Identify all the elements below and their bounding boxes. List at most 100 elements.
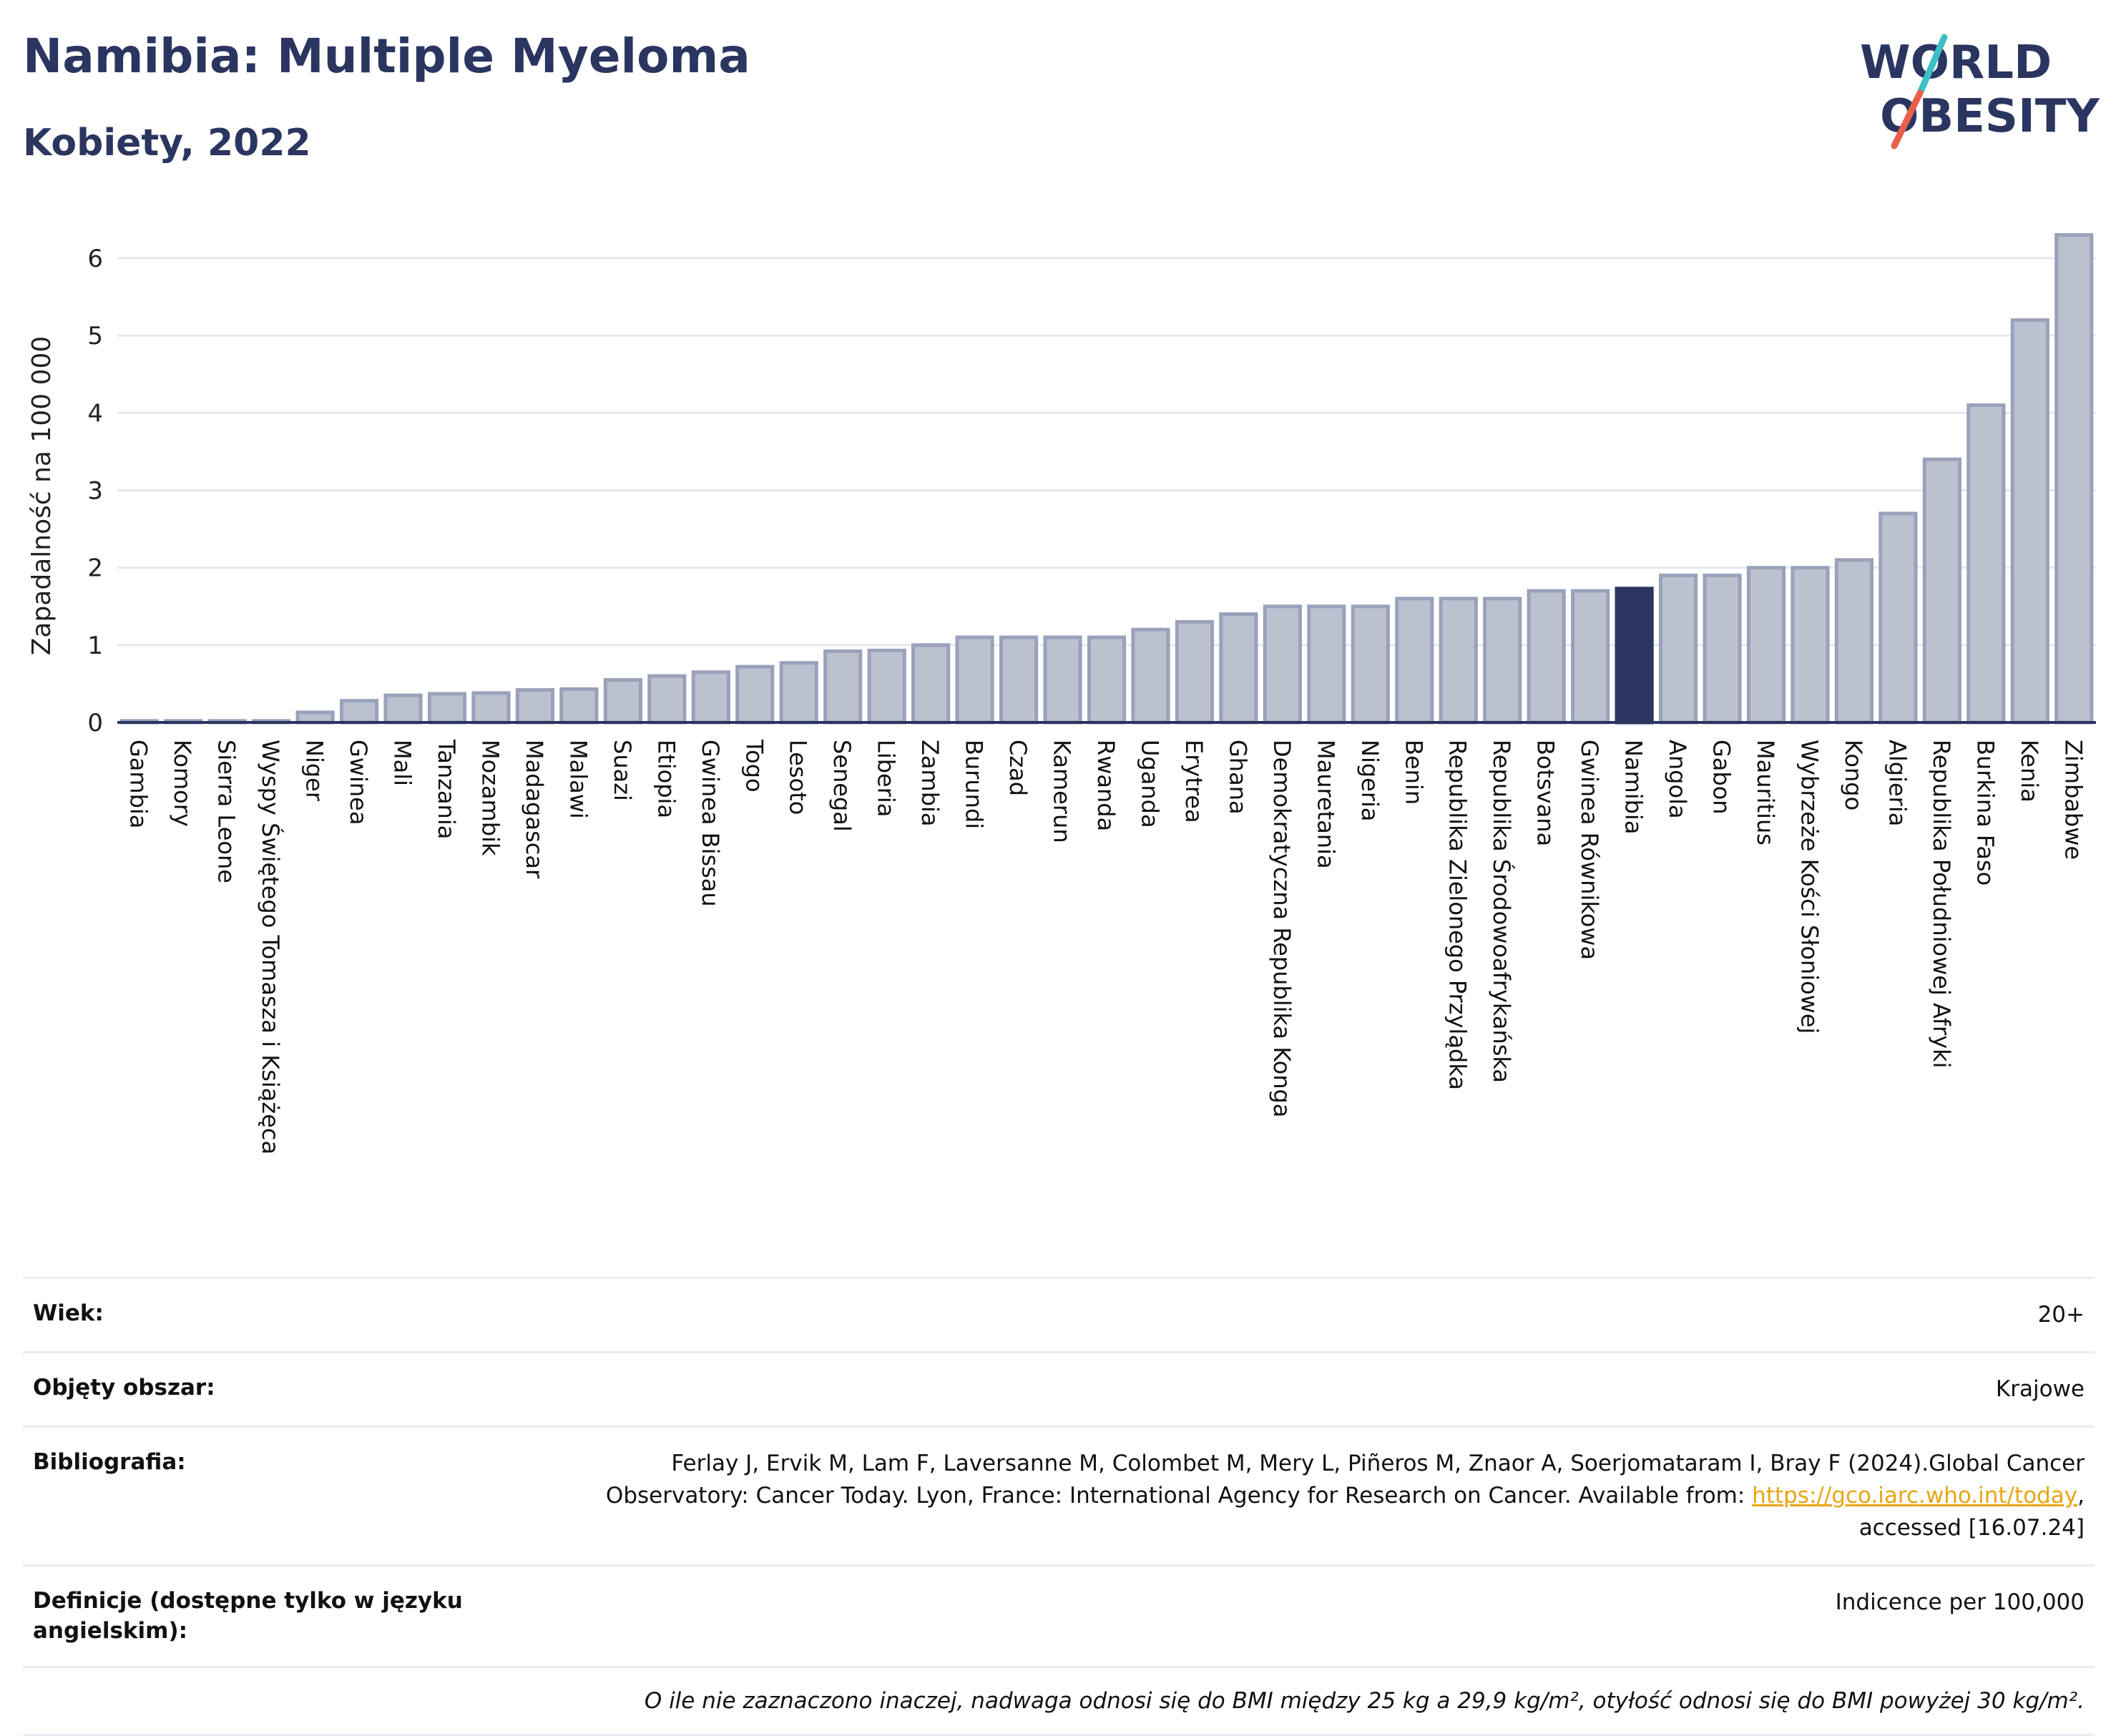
bar-algieria: [1879, 511, 1918, 725]
age-label: Wiek:: [33, 1300, 104, 1326]
x-tick-label: Togo: [740, 739, 768, 793]
info-table: Wiek: 20+ Objęty obszar: Krajowe Bibliog…: [23, 1277, 2095, 1736]
y-tick-label: 5: [87, 322, 103, 350]
bars: [119, 232, 2094, 725]
y-tick-label: 0: [87, 709, 103, 737]
bar-rwanda: [1087, 635, 1127, 725]
bar-zambia: [911, 643, 951, 725]
bar-lesoto: [779, 661, 818, 725]
age-value: 20+: [2037, 1302, 2085, 1328]
bar-gwinea-bissau: [691, 670, 730, 725]
bibliography-row: Bibliografia: Ferlay J, Ervik M, Lam F, …: [23, 1425, 2095, 1564]
x-tick-label: Kenia: [2016, 740, 2043, 803]
x-tick-label: Angola: [1664, 740, 1691, 819]
note-row: O ile nie zaznaczono inaczej, nadwaga od…: [23, 1666, 2095, 1736]
x-tick-label: Rwanda: [1092, 740, 1120, 831]
area-value: Krajowe: [1995, 1375, 2085, 1402]
bib-text-4: accessed [16.07.24]: [1858, 1514, 2085, 1541]
bar-kongo: [1834, 558, 1874, 725]
y-tick-label: 4: [87, 399, 103, 428]
x-tick-label: Senegal: [828, 740, 856, 832]
definitions-row: Definicje (dostępne tylko w języku angie…: [23, 1564, 2095, 1667]
bar-botsvana: [1527, 589, 1566, 725]
bmi-note: O ile nie zaznaczono inaczej, nadwaga od…: [644, 1688, 2085, 1715]
bar-gwinea: [339, 699, 379, 725]
y-tick-label: 1: [87, 632, 103, 660]
bar-wybrzeże-kości-słoniowej: [1791, 566, 1830, 725]
x-tick-label: Liberia: [873, 740, 900, 817]
bar-zimbabwe: [2054, 232, 2094, 725]
area-label: Objęty obszar:: [33, 1374, 215, 1401]
bar-mozambik: [471, 691, 511, 725]
x-tick-label: Komory: [169, 740, 196, 827]
bar-nigeria: [1351, 604, 1390, 725]
bibliography-label: Bibliografia:: [33, 1448, 186, 1475]
x-tick-label: Kongo: [1840, 740, 1867, 810]
bibliography-value: Ferlay J, Ervik M, Lam F, Laversanne M, …: [476, 1448, 2085, 1544]
x-tick-label: Burundi: [961, 740, 988, 829]
bar-etiopia: [647, 674, 687, 725]
x-tick-label: Mali: [389, 740, 416, 786]
x-tick-label: Nigeria: [1356, 740, 1383, 821]
bar-tanzania: [427, 692, 467, 725]
x-tick-label: Kamerun: [1049, 740, 1076, 843]
x-tick-label: Burkina Faso: [1971, 740, 1999, 886]
x-tick-labels: Gambia Komory Sierra Leone Wyspy Świętego T…: [125, 739, 2087, 1154]
bar-mali: [383, 693, 423, 725]
bar-czad: [999, 635, 1039, 725]
bar-gabon: [1703, 573, 1742, 725]
x-tick-label: Uganda: [1136, 740, 1163, 828]
x-tick-label: Zambia: [916, 740, 944, 827]
bar-benin: [1395, 597, 1434, 725]
x-tick-label: Republika Południowej Afryki: [1928, 740, 1955, 1069]
bar-namibia: [1615, 587, 1654, 725]
chart-title: Namibia: Multiple Myeloma: [23, 29, 750, 84]
bar-suazi: [603, 678, 642, 725]
x-tick-label: Erytrea: [1180, 740, 1208, 823]
x-tick-label: Sierra Leone: [213, 740, 240, 883]
x-tick-label: Tanzania: [433, 739, 460, 839]
x-tick-label: Mauritius: [1752, 740, 1779, 845]
bar-burkina-faso: [1966, 403, 2006, 725]
x-tick-label: Suazi: [609, 740, 636, 801]
area-row: Objęty obszar: Krajowe: [23, 1350, 2095, 1426]
bib-link[interactable]: https://gco.iarc.who.int/today: [1752, 1482, 2078, 1509]
chart-subtitle: Kobiety, 2022: [23, 122, 311, 165]
bar-togo: [735, 665, 775, 725]
bar-malawi: [559, 687, 599, 725]
x-tick-label: Benin: [1400, 740, 1427, 805]
bar-madagascar: [515, 688, 555, 725]
definitions-value: Indicence per 100,000: [1835, 1589, 2085, 1615]
bar-erytrea: [1175, 619, 1215, 725]
bib-text-3: ,: [2077, 1482, 2085, 1509]
x-tick-label: Madagascar: [521, 740, 548, 879]
x-tick-label: Wybrzeże Kości Słoniowej: [1796, 740, 1823, 1034]
bar-niger: [295, 710, 335, 725]
definitions-label: Definicje (dostępne tylko w języku angie…: [33, 1587, 463, 1644]
bar-demokratyczna-republika-konga: [1263, 604, 1302, 725]
y-axis-label: Zapadalność na 100 000: [27, 336, 57, 656]
bib-text-1: Ferlay J, Ervik M, Lam F, Laversanne M, …: [671, 1450, 2085, 1476]
x-tick-label: Mauretania: [1312, 740, 1339, 869]
bar-mauretania: [1307, 604, 1346, 725]
bar-liberia: [867, 648, 906, 725]
bar-republika-środowoafrykańska: [1483, 597, 1522, 725]
y-tick-label: 3: [87, 476, 103, 505]
x-tick-label: Gwinea: [345, 740, 372, 825]
bar-uganda: [1131, 627, 1170, 725]
bar-mauritius: [1746, 566, 1786, 725]
x-tick-label: Ghana: [1224, 740, 1251, 815]
x-tick-label: Mozambik: [476, 740, 504, 856]
x-tick-label: Czad: [1004, 740, 1032, 796]
bar-republika-południowej-afryki: [1922, 457, 1961, 725]
x-tick-label: Malawi: [564, 740, 592, 819]
bar-kamerun: [1043, 635, 1082, 725]
x-tick-label: Zimbabwe: [2059, 740, 2087, 860]
bar-angola: [1658, 573, 1698, 725]
x-tick-label: Gwinea Równikowa: [1576, 740, 1603, 960]
y-tick-labels: 0 1 2 3 4 5 6: [87, 245, 103, 737]
logo-line1: WORLD: [1860, 36, 2052, 89]
y-tick-label: 6: [87, 245, 103, 273]
x-tick-label: Gwinea Bissau: [697, 740, 724, 907]
bar-senegal: [823, 649, 863, 725]
